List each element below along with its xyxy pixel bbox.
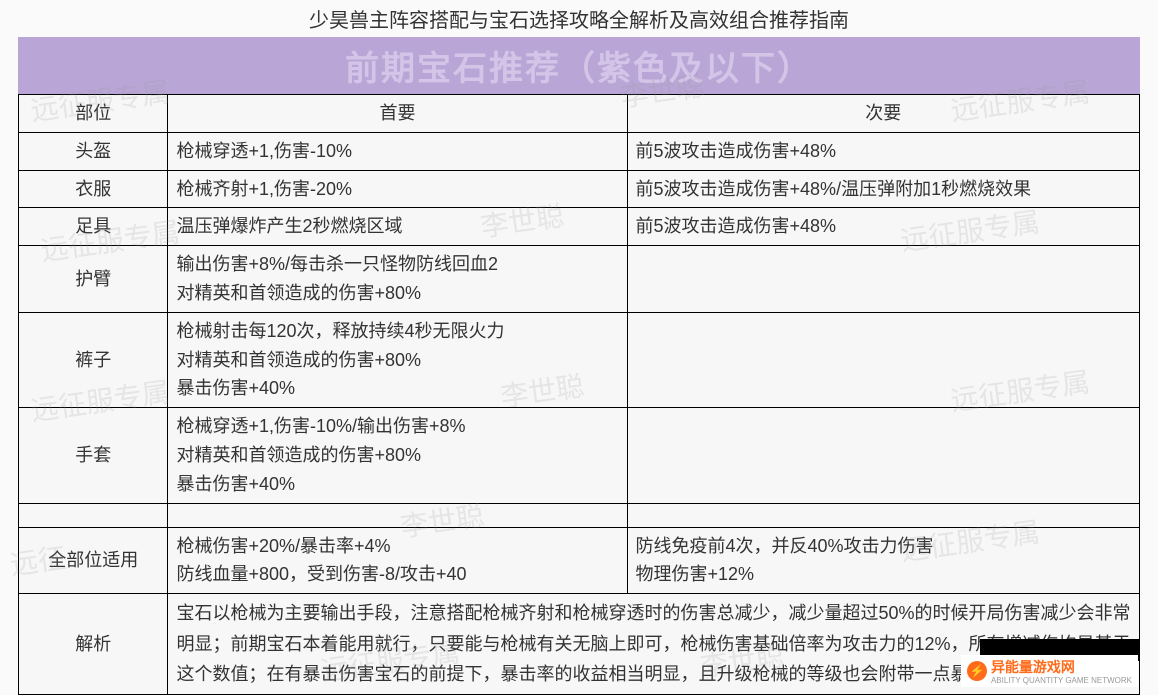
- spacer-row: [19, 503, 1140, 527]
- cell-secondary: 防线免疫前4次，并反40%攻击力伤害 物理伤害+12%: [627, 527, 1139, 594]
- table-row: 足具温压弹爆炸产生2秒燃烧区域前5波攻击造成伤害+48%: [19, 208, 1140, 246]
- cell-secondary: 前5波攻击造成伤害+48%: [627, 208, 1139, 246]
- cell-secondary: [627, 312, 1139, 407]
- cell-secondary: [627, 246, 1139, 313]
- header-primary: 首要: [168, 95, 627, 133]
- cell-primary: 枪械伤害+20%/暴击率+4% 防线血量+800，受到伤害-8/攻击+40: [168, 527, 627, 594]
- cell-slot: 解析: [19, 594, 168, 695]
- page-container: 少昊兽主阵容搭配与宝石选择攻略全解析及高效组合推荐指南 前期宝石推荐（紫色及以下…: [0, 0, 1158, 695]
- cell-slot: 裤子: [19, 312, 168, 407]
- empty-cell: [168, 503, 627, 527]
- cell-slot: 衣服: [19, 170, 168, 208]
- table-header-row: 部位 首要 次要: [19, 95, 1140, 133]
- empty-cell: [19, 503, 168, 527]
- cell-secondary: [627, 408, 1139, 503]
- cell-primary: 枪械射击每120次，释放持续4秒无限火力 对精英和首领造成的伤害+80% 暴击伤…: [168, 312, 627, 407]
- cell-primary: 枪械穿透+1,伤害-10%/输出伤害+8% 对精英和首领造成的伤害+80% 暴击…: [168, 408, 627, 503]
- table-row: 衣服枪械齐射+1,伤害-20%前5波攻击造成伤害+48%/温压弹附加1秒燃烧效果: [19, 170, 1140, 208]
- cell-secondary: 前5波攻击造成伤害+48%/温压弹附加1秒燃烧效果: [627, 170, 1139, 208]
- header-slot: 部位: [19, 95, 168, 133]
- empty-cell: [627, 503, 1139, 527]
- cell-slot: 护臂: [19, 246, 168, 313]
- header-secondary: 次要: [627, 95, 1139, 133]
- badge-sub: ABILITY QUANTITY GAME NETWORK: [991, 677, 1132, 685]
- cell-slot: 手套: [19, 408, 168, 503]
- cell-primary: 枪械齐射+1,伤害-20%: [168, 170, 627, 208]
- table-row: 护臂输出伤害+8%/每击杀一只怪物防线回血2 对精英和首领造成的伤害+80%: [19, 246, 1140, 313]
- cell-primary: 输出伤害+8%/每击杀一只怪物防线回血2 对精英和首领造成的伤害+80%: [168, 246, 627, 313]
- table-row: 裤子枪械射击每120次，释放持续4秒无限火力 对精英和首领造成的伤害+80% 暴…: [19, 312, 1140, 407]
- table-row: 手套枪械穿透+1,伤害-10%/输出伤害+8% 对精英和首领造成的伤害+80% …: [19, 408, 1140, 503]
- cell-slot: 全部位适用: [19, 527, 168, 594]
- cell-slot: 足具: [19, 208, 168, 246]
- badge-name: 异能量游戏网: [991, 659, 1075, 675]
- lightning-icon: ⚡: [967, 661, 987, 681]
- site-badge: ⚡ 异能量游戏网 ABILITY QUANTITY GAME NETWORK: [961, 655, 1138, 687]
- cell-slot: 头盔: [19, 132, 168, 170]
- gem-table: 部位 首要 次要 头盔枪械穿透+1,伤害-10%前5波攻击造成伤害+48%衣服枪…: [18, 94, 1140, 695]
- table-row: 头盔枪械穿透+1,伤害-10%前5波攻击造成伤害+48%: [19, 132, 1140, 170]
- table-row-allslots: 全部位适用枪械伤害+20%/暴击率+4% 防线血量+800，受到伤害-8/攻击+…: [19, 527, 1140, 594]
- cell-secondary: 前5波攻击造成伤害+48%: [627, 132, 1139, 170]
- cell-primary: 枪械穿透+1,伤害-10%: [168, 132, 627, 170]
- section-banner: 前期宝石推荐（紫色及以下）: [18, 37, 1140, 94]
- cell-primary: 温压弹爆炸产生2秒燃烧区域: [168, 208, 627, 246]
- page-title: 少昊兽主阵容搭配与宝石选择攻略全解析及高效组合推荐指南: [0, 0, 1158, 37]
